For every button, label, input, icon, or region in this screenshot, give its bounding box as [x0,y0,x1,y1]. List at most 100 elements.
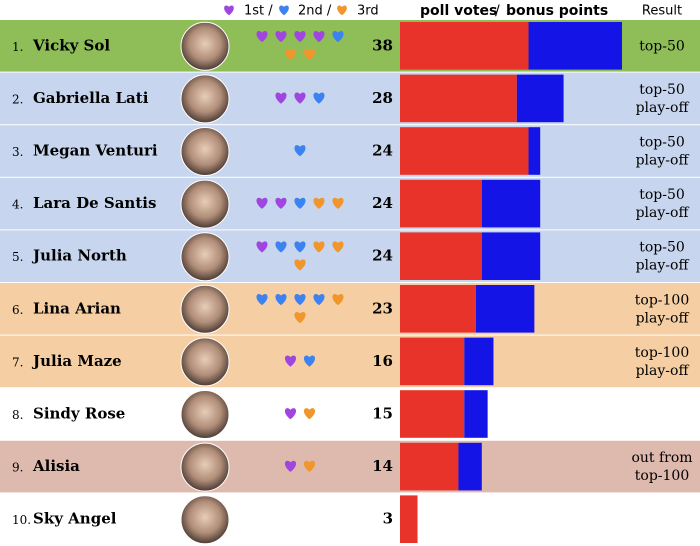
heart [294,30,306,43]
result: play-off [636,258,690,274]
poll-bar [400,179,482,228]
result: play-off [636,100,690,116]
rank: 7. [12,355,23,369]
heart [332,293,344,306]
result: top-100 [635,292,689,308]
name: Julia North [31,247,127,265]
avatar [180,284,230,334]
poll-bar [400,442,459,491]
row-background [0,283,700,335]
rank: 2. [12,92,23,106]
total: 28 [372,89,393,107]
avatar [180,442,230,492]
heart [313,30,325,43]
result-label: Result [642,4,682,19]
result: top-50 [639,187,685,203]
bonus-label: bonus points [506,3,608,19]
rank: 9. [12,461,23,475]
heart [256,30,268,43]
row-background [0,230,700,282]
heart [303,355,316,367]
heart [284,460,297,472]
name: Lina Arian [33,299,121,317]
bonus-bar [481,179,541,228]
poll-bar [400,127,529,175]
heart [332,30,344,43]
result: play-off [636,310,690,326]
rank: 5. [12,250,23,264]
result: top-100 [635,468,689,484]
heart [303,48,316,61]
avatar [180,337,230,387]
result: play-off [636,363,690,379]
total: 23 [372,299,393,317]
result: play-off [636,153,690,169]
rank: 6. [12,303,23,317]
bonus-bar [528,127,541,175]
poll-bar [400,337,465,386]
bonus-bar [475,285,535,333]
name: Gabriella Lati [33,89,149,107]
rank: 8. [12,408,23,422]
heart [275,92,287,104]
header-third: 3rd [357,4,379,19]
poll-bar [400,390,465,438]
avatar [180,74,230,124]
heart [294,259,306,271]
avatar [180,179,230,229]
heart [275,197,287,209]
heart [313,241,325,253]
rank: 3. [12,145,23,159]
heart [332,241,344,253]
heart-icon [224,5,234,16]
result: top-50 [639,240,685,256]
heart-icon [279,5,289,16]
avatar [180,495,230,545]
total: 3 [383,510,393,528]
heart [313,293,325,306]
result: play-off [636,205,690,221]
bonus-bar [528,22,622,70]
heart [294,92,306,104]
bonus-bar [516,74,564,123]
total: 24 [372,247,393,265]
avatar [180,127,230,176]
separator: / [495,3,500,19]
heart [284,408,297,420]
heart [256,241,268,253]
name: Sindy Rose [33,405,125,423]
result: top-50 [639,38,685,54]
heart [294,293,306,306]
heart [303,460,316,472]
heart [256,197,268,209]
total: 24 [372,142,393,160]
total: 15 [372,405,393,423]
name: Lara De Santis [33,194,156,212]
result: top-50 [639,82,685,98]
name: Julia Maze [31,352,122,370]
header-second: 2nd / [298,4,332,19]
row-background [0,440,700,493]
poll-bar [400,74,517,123]
bonus-bar [464,390,488,438]
bonus-bar [481,232,541,280]
heart [294,197,306,209]
avatar [180,21,230,71]
row-background [0,335,700,388]
row-background [0,388,700,440]
rank: 10. [12,513,31,527]
rank: 1. [12,40,23,54]
bonus-bar [464,337,494,386]
row-background [0,72,700,125]
heart [294,241,306,253]
heart-icon [337,5,347,16]
result: top-100 [635,345,689,361]
row-background [0,177,700,230]
name: Megan Venturi [33,142,158,160]
heart [294,145,306,157]
rank: 4. [12,198,23,212]
poll-label: poll votes [420,3,497,19]
heart [284,355,297,367]
result: top-50 [639,135,685,151]
